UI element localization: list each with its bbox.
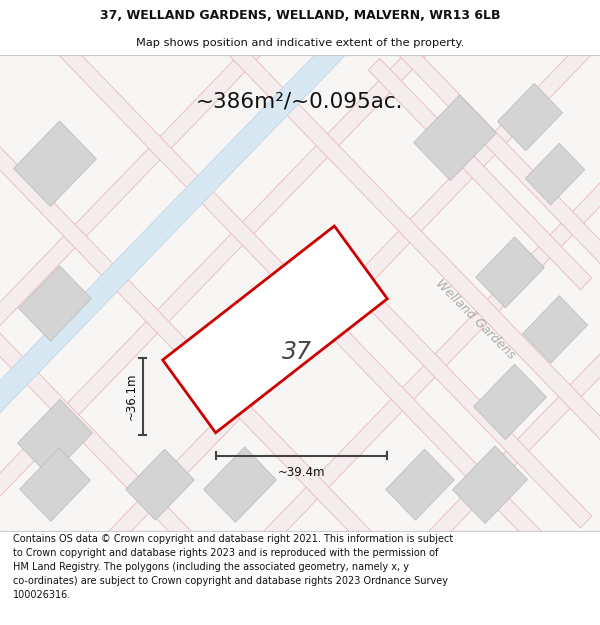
Polygon shape xyxy=(476,237,544,308)
Text: 37: 37 xyxy=(282,340,312,364)
Polygon shape xyxy=(368,296,592,528)
Polygon shape xyxy=(452,446,527,524)
Text: ~39.4m: ~39.4m xyxy=(278,466,325,479)
Polygon shape xyxy=(17,399,92,477)
Polygon shape xyxy=(0,0,274,625)
Text: Map shows position and indicative extent of the property.: Map shows position and indicative extent… xyxy=(136,38,464,48)
Text: 37, WELLAND GARDENS, WELLAND, MALVERN, WR13 6LB: 37, WELLAND GARDENS, WELLAND, MALVERN, W… xyxy=(100,9,500,22)
Polygon shape xyxy=(526,143,584,205)
Polygon shape xyxy=(386,449,454,520)
Polygon shape xyxy=(316,0,600,625)
Polygon shape xyxy=(146,0,600,625)
Polygon shape xyxy=(497,84,563,151)
Polygon shape xyxy=(0,0,454,625)
Polygon shape xyxy=(203,447,277,522)
Polygon shape xyxy=(0,0,600,509)
Text: ~36.1m: ~36.1m xyxy=(125,372,138,420)
Text: ~386m²/~0.095ac.: ~386m²/~0.095ac. xyxy=(196,92,404,112)
Polygon shape xyxy=(163,226,388,432)
Polygon shape xyxy=(14,121,97,206)
Polygon shape xyxy=(126,449,194,520)
Polygon shape xyxy=(0,9,600,625)
Polygon shape xyxy=(0,0,391,594)
Polygon shape xyxy=(0,341,600,625)
Polygon shape xyxy=(0,170,600,625)
Polygon shape xyxy=(413,95,496,181)
Polygon shape xyxy=(19,266,91,341)
Polygon shape xyxy=(20,448,91,521)
Polygon shape xyxy=(523,296,587,363)
Text: Welland Gardens: Welland Gardens xyxy=(433,277,517,361)
Polygon shape xyxy=(0,0,600,339)
Polygon shape xyxy=(368,58,592,290)
Text: Contains OS data © Crown copyright and database right 2021. This information is : Contains OS data © Crown copyright and d… xyxy=(13,534,454,600)
Polygon shape xyxy=(473,364,547,439)
